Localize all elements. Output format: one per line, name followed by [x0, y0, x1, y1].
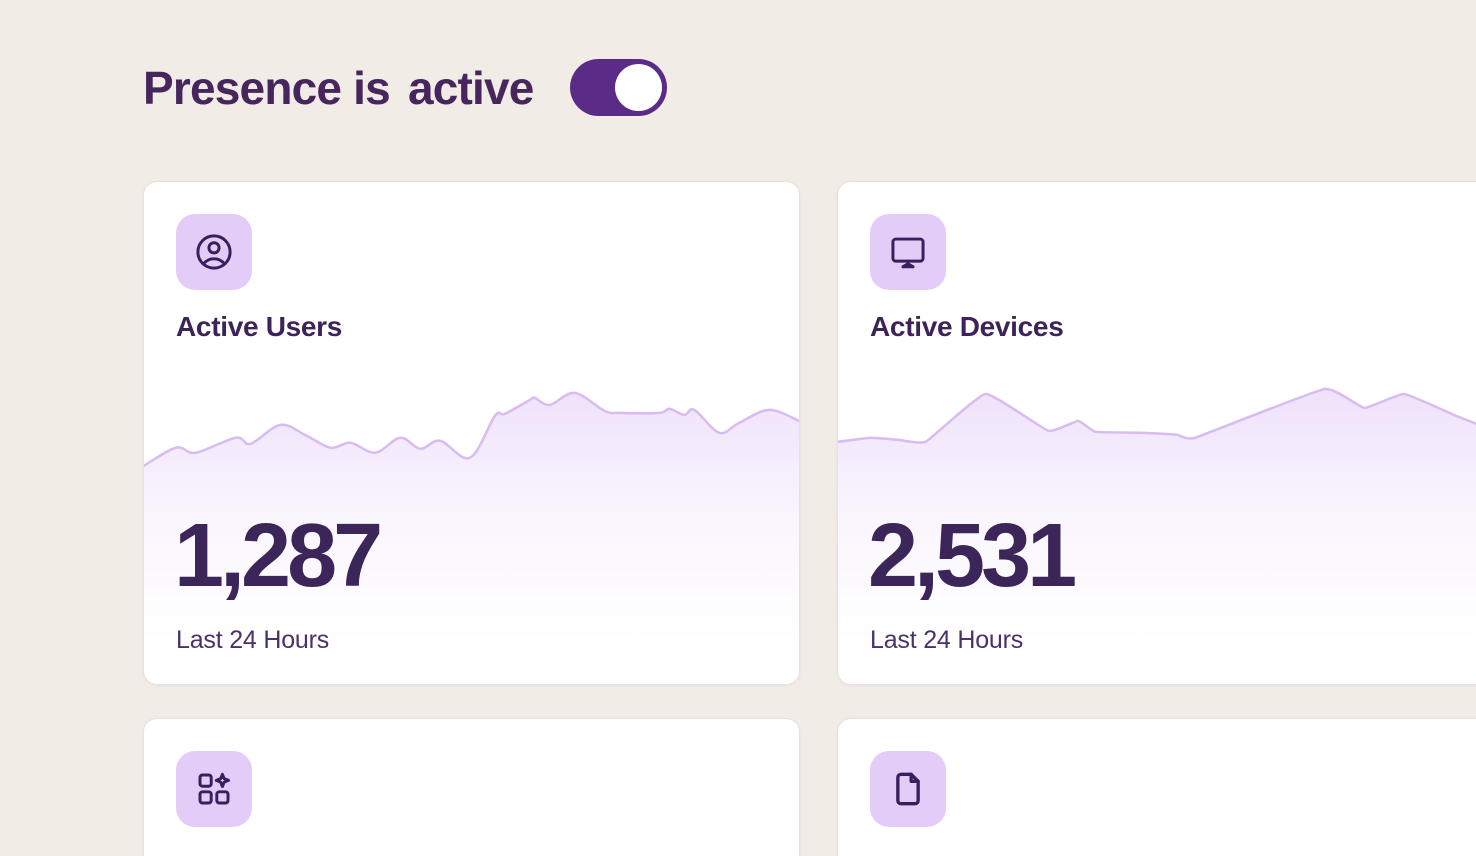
card-icon-tile: [870, 214, 946, 290]
document-icon: [896, 772, 920, 806]
stats-grid: Active Users 1,287 Last 24 Hours: [143, 181, 1476, 856]
apps-sparkle-icon: [198, 772, 231, 805]
card-period: Last 24 Hours: [176, 626, 330, 654]
card-title: Active Users: [176, 311, 343, 342]
toggle-knob: [614, 64, 662, 111]
card-icon-tile: [176, 751, 252, 827]
presence-toggle[interactable]: [569, 59, 667, 116]
active-devices-sparkline: [838, 387, 1476, 684]
user-icon: [196, 234, 232, 270]
card-title: Active Devices: [870, 311, 1064, 342]
presence-title: Presence is: [143, 61, 391, 114]
card-value: 1,287: [174, 506, 383, 606]
dashboard-page: Presence is active: [0, 59, 1476, 856]
documents-card: [837, 718, 1476, 856]
monitor-icon: [891, 237, 925, 269]
active-users-sparkline: [144, 391, 799, 684]
apps-card: [143, 718, 800, 856]
card-value: 2,531: [868, 506, 1077, 606]
card-icon-tile: [870, 751, 946, 827]
active-devices-card: Active Devices 2,531 Last 24 Hours: [837, 181, 1476, 685]
presence-header: Presence is active: [143, 59, 1476, 116]
card-period: Last 24 Hours: [870, 626, 1024, 654]
active-users-card: Active Users 1,287 Last 24 Hours: [143, 181, 800, 685]
presence-status: active: [407, 61, 534, 114]
card-icon-tile: [176, 214, 252, 290]
